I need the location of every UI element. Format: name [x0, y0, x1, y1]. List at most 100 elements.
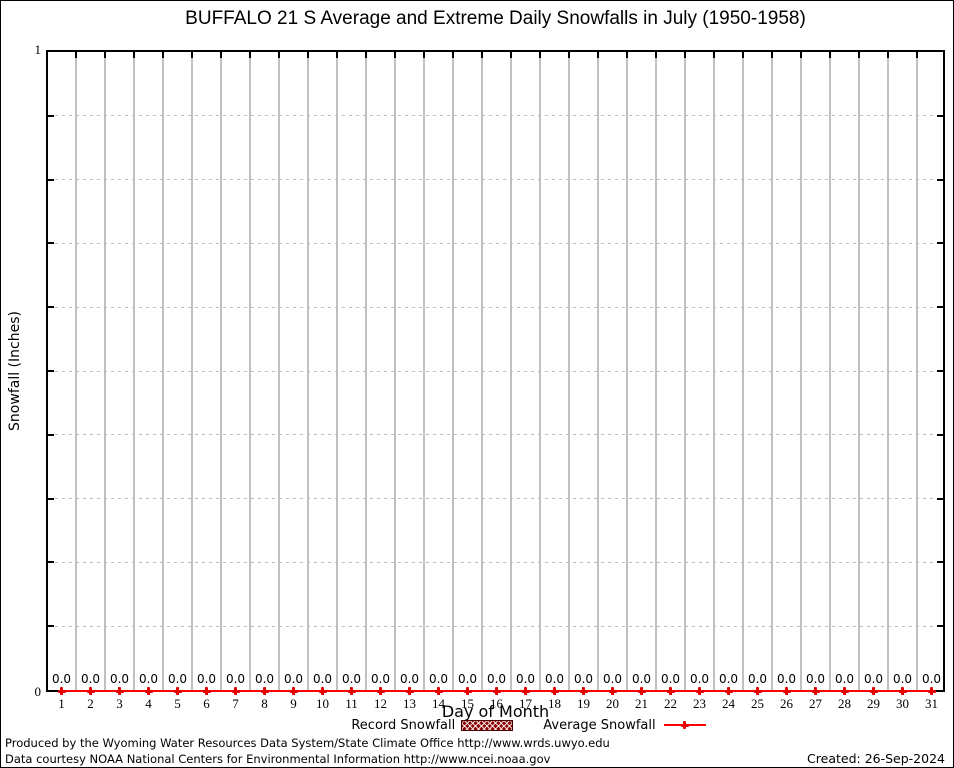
top-axis-tick — [336, 52, 338, 58]
value-label: 0.0 — [225, 672, 246, 686]
top-axis-tick — [191, 52, 193, 58]
x-tick-label: 2 — [87, 696, 94, 711]
page-title: BUFFALO 21 S Average and Extreme Daily S… — [185, 8, 806, 29]
left-axis-tick — [48, 242, 54, 245]
record-snowfall-hatched-swatch-icon — [461, 719, 514, 731]
top-axis-tick — [394, 52, 396, 58]
data-point-marker — [724, 687, 733, 695]
top-axis-tick — [162, 52, 164, 58]
value-label: 0.0 — [631, 672, 652, 686]
y-tick-label-min: 0 — [34, 684, 42, 699]
right-axis-tick — [937, 370, 943, 372]
x-tick-label: 28 — [838, 696, 851, 711]
data-point-marker — [550, 687, 559, 695]
average-snowfall-line-marker-icon — [663, 721, 706, 729]
data-point-marker — [144, 687, 153, 695]
horizontal-gridline — [48, 115, 943, 117]
data-point-marker — [231, 687, 240, 695]
value-label: 0.0 — [660, 672, 681, 686]
value-label: 0.0 — [834, 672, 855, 686]
right-axis-tick — [937, 242, 943, 245]
x-tick-label: 25 — [751, 696, 764, 711]
value-label: 0.0 — [51, 672, 72, 686]
x-tick-label: 7 — [232, 696, 239, 711]
horizontal-gridline — [48, 370, 943, 372]
value-label: 0.0 — [254, 672, 275, 686]
x-tick-label: 6 — [203, 696, 210, 711]
data-point-marker — [695, 687, 704, 695]
value-label: 0.0 — [167, 672, 188, 686]
data-point-marker — [289, 687, 298, 695]
y-tick-label-max: 1 — [34, 42, 42, 57]
data-point-marker — [115, 687, 124, 695]
y-axis-label: Snowfall (Inches) — [7, 311, 23, 431]
value-label: 0.0 — [863, 672, 884, 686]
x-tick-label: 3 — [116, 696, 123, 711]
data-point-marker — [405, 687, 414, 695]
data-point-marker — [927, 687, 936, 695]
value-label: 0.0 — [892, 672, 913, 686]
x-tick-label: 1 — [58, 696, 65, 711]
legend-label-average: Average Snowfall — [543, 717, 656, 733]
top-axis-tick — [133, 52, 135, 58]
x-tick-label: 20 — [606, 696, 619, 711]
data-point-marker — [376, 687, 385, 695]
x-tick-label: 15 — [461, 696, 474, 711]
value-label: 0.0 — [776, 672, 797, 686]
footer-data-courtesy: Data courtesy NOAA National Centers for … — [5, 752, 551, 766]
data-point-marker — [782, 687, 791, 695]
top-axis-tick — [249, 52, 251, 58]
x-tick-label: 22 — [664, 696, 677, 711]
data-point-marker — [840, 687, 849, 695]
top-axis-tick — [713, 52, 715, 58]
horizontal-gridline — [48, 625, 943, 627]
x-tick-label: 4 — [145, 696, 152, 711]
footer-produced-by: Produced by the Wyoming Water Resources … — [5, 736, 610, 750]
data-point-marker — [173, 687, 182, 695]
value-label: 0.0 — [341, 672, 362, 686]
value-label: 0.0 — [486, 672, 507, 686]
horizontal-gridline — [48, 242, 943, 244]
value-label: 0.0 — [312, 672, 333, 686]
left-axis-tick — [48, 306, 54, 309]
value-label: 0.0 — [109, 672, 130, 686]
x-tick-label: 19 — [577, 696, 590, 711]
data-point-marker — [202, 687, 211, 695]
top-axis-tick — [597, 52, 599, 58]
x-tick-label: 5 — [174, 696, 181, 711]
top-axis-tick — [510, 52, 512, 58]
data-point-marker — [666, 687, 675, 695]
x-tick-label: 27 — [809, 696, 822, 711]
data-point-marker — [637, 687, 646, 695]
value-label: 0.0 — [138, 672, 159, 686]
value-label: 0.0 — [921, 672, 942, 686]
top-axis-tick — [104, 52, 106, 58]
right-axis-tick — [937, 433, 943, 436]
x-tick-label: 16 — [490, 696, 503, 711]
value-label: 0.0 — [805, 672, 826, 686]
left-axis-tick — [48, 114, 54, 117]
x-tick-label: 31 — [925, 696, 938, 711]
value-label: 0.0 — [602, 672, 623, 686]
value-label: 0.0 — [747, 672, 768, 686]
top-axis-tick — [452, 52, 454, 58]
top-axis-tick — [684, 52, 686, 58]
top-axis-tick — [742, 52, 744, 58]
value-label: 0.0 — [573, 672, 594, 686]
data-point-marker — [86, 687, 95, 695]
value-label: 0.0 — [515, 672, 536, 686]
data-point-marker — [898, 687, 907, 695]
x-tick-label: 12 — [374, 696, 387, 711]
right-axis-tick — [937, 625, 943, 628]
top-axis-tick — [916, 52, 918, 58]
x-tick-label: 13 — [403, 696, 416, 711]
top-axis-tick — [481, 52, 483, 58]
data-point-marker — [753, 687, 762, 695]
value-label: 0.0 — [370, 672, 391, 686]
data-point-marker — [434, 687, 443, 695]
top-axis-tick — [887, 52, 889, 58]
x-tick-label: 23 — [693, 696, 706, 711]
top-axis-tick — [278, 52, 280, 58]
created-date-label: Created: 26-Sep-2024 — [807, 751, 945, 766]
data-point-marker — [811, 687, 820, 695]
